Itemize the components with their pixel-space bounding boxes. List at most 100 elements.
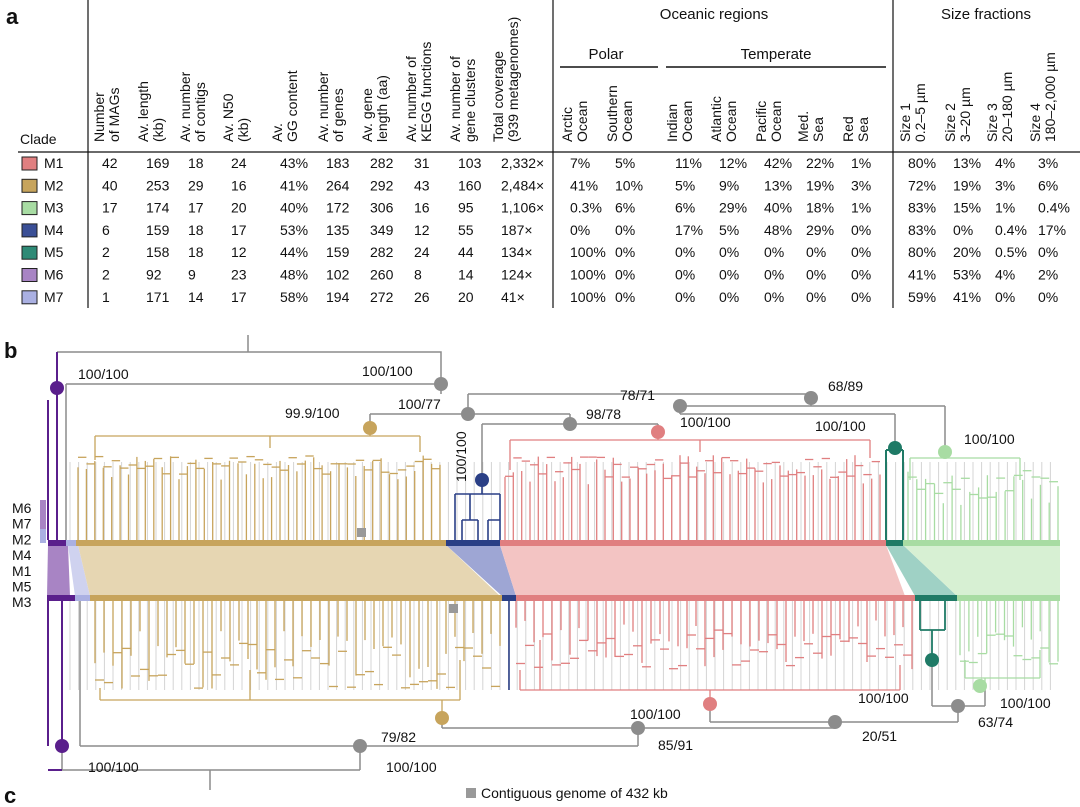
- table-cell: 95: [458, 200, 474, 216]
- table-cell: 102: [326, 267, 350, 283]
- support-label: 79/82: [381, 729, 416, 745]
- clade-bars: [47, 540, 1060, 601]
- column-header-line: 20–180 µm: [999, 72, 1015, 142]
- node-m6-top: [50, 381, 64, 395]
- node-bottom-root: [353, 739, 367, 753]
- node-bottom-4: [951, 699, 965, 713]
- table-cell: 22%: [806, 155, 834, 171]
- support-label: 100/100: [630, 706, 681, 722]
- table-cell: 100%: [570, 244, 606, 260]
- clade-name: M5: [44, 244, 64, 260]
- table-cell: 194: [326, 289, 350, 305]
- table-cell: 0%: [851, 267, 871, 283]
- table-cell: 72%: [908, 177, 936, 193]
- table-cell: 17%: [675, 222, 703, 238]
- top-bar-m2: [76, 540, 446, 546]
- table-cell: 20: [458, 289, 474, 305]
- table-cell: 3%: [995, 177, 1015, 193]
- column-header-line: Ocean: [619, 101, 635, 142]
- column-header: Av. N50(kb): [220, 93, 251, 142]
- top-root-branch: [57, 335, 442, 384]
- column-header-line: Indian: [664, 104, 680, 142]
- top-m6-branch: [47, 352, 58, 540]
- clade-name: M1: [44, 155, 64, 171]
- table-cell: 44: [458, 244, 474, 260]
- table-cell: 41%: [908, 267, 936, 283]
- node-top-3: [563, 417, 577, 431]
- node-m2-bottom: [435, 711, 449, 725]
- clade-summary-table: a Clade Oceanic regions Size fractions P…: [6, 0, 1080, 308]
- column-header: ArcticOcean: [559, 101, 590, 142]
- table-cell: 282: [370, 244, 394, 260]
- table-cell: 174: [146, 200, 170, 216]
- column-header-line: (kb): [235, 118, 251, 142]
- column-header-line: Atlantic: [708, 96, 724, 142]
- table-cell: 41%: [953, 289, 981, 305]
- column-header-line: Av. N50: [220, 93, 236, 142]
- support-nodes: [50, 377, 987, 753]
- top-bar-m7: [66, 540, 76, 546]
- table-cell: 19%: [953, 177, 981, 193]
- bottom-bar-m4: [502, 595, 516, 601]
- column-header: Numberof MAGs: [91, 88, 122, 142]
- support-label: 100/100: [1000, 695, 1051, 711]
- table-cell: 2: [102, 267, 110, 283]
- column-header-line: Red: [840, 116, 856, 142]
- top-m1-clade: [504, 432, 881, 540]
- table-cell: 1: [102, 289, 110, 305]
- node-top-root: [434, 377, 448, 391]
- bottom-tree-backbone: [61, 601, 986, 790]
- support-label: 63/74: [978, 714, 1013, 730]
- table-cell: 59%: [908, 289, 936, 305]
- table-cell: 2,332×: [501, 155, 544, 171]
- column-header: Size 4180–2,000 µm: [1027, 52, 1058, 142]
- table-cell: 40: [102, 177, 118, 193]
- table-cell: 282: [370, 155, 394, 171]
- table-cell: 3%: [1038, 155, 1058, 171]
- column-header-line: Ocean: [768, 101, 784, 142]
- column-header: Av. numberof genes: [315, 71, 346, 142]
- table-cell: 42: [102, 155, 118, 171]
- table-cell: 124×: [501, 267, 533, 283]
- support-label: 100/100: [453, 431, 469, 482]
- table-cell: 23: [231, 267, 247, 283]
- clade-swatch: [21, 223, 38, 238]
- table-cell: 7%: [570, 155, 590, 171]
- column-header-line: Size 4: [1027, 103, 1043, 142]
- table-cell: 83%: [908, 222, 936, 238]
- bottom-m3-clade: [959, 601, 1059, 686]
- band-m5: [886, 545, 957, 596]
- node-m4-top: [475, 473, 489, 487]
- column-header-line: Size 3: [984, 103, 1000, 142]
- table-cell: 0.4%: [995, 222, 1027, 238]
- column-header-line: Av. length: [135, 81, 151, 142]
- table-cell: 0%: [851, 222, 871, 238]
- table-cell: 26: [414, 289, 430, 305]
- table-cell: 0.4%: [1038, 200, 1070, 216]
- clade-name: M6: [44, 267, 64, 283]
- column-header-line: Number: [91, 92, 107, 142]
- table-cell: 260: [370, 267, 394, 283]
- band-m1: [500, 545, 905, 596]
- node-top-5: [804, 391, 818, 405]
- table-cell: 29: [188, 177, 204, 193]
- table-cell: 9%: [719, 177, 739, 193]
- node-top-2: [461, 407, 475, 421]
- table-cell: 17: [231, 222, 247, 238]
- column-header-line: Sea: [810, 117, 826, 142]
- column-header-line: Med.: [795, 111, 811, 142]
- polar-header: Polar: [588, 46, 623, 63]
- table-cell: 48%: [764, 222, 792, 238]
- clade-name: M4: [44, 222, 64, 238]
- table-cell: 253: [146, 177, 170, 193]
- column-header: IndianOcean: [664, 101, 695, 142]
- table-cell: 41%: [570, 177, 598, 193]
- table-cell: 0%: [570, 222, 590, 238]
- table-cell: 16: [414, 200, 430, 216]
- band-m6: [47, 545, 70, 596]
- table-cell: 16: [231, 177, 247, 193]
- table-cell: 183: [326, 155, 350, 171]
- table-cell: 41×: [501, 289, 525, 305]
- support-label: 20/51: [862, 728, 897, 744]
